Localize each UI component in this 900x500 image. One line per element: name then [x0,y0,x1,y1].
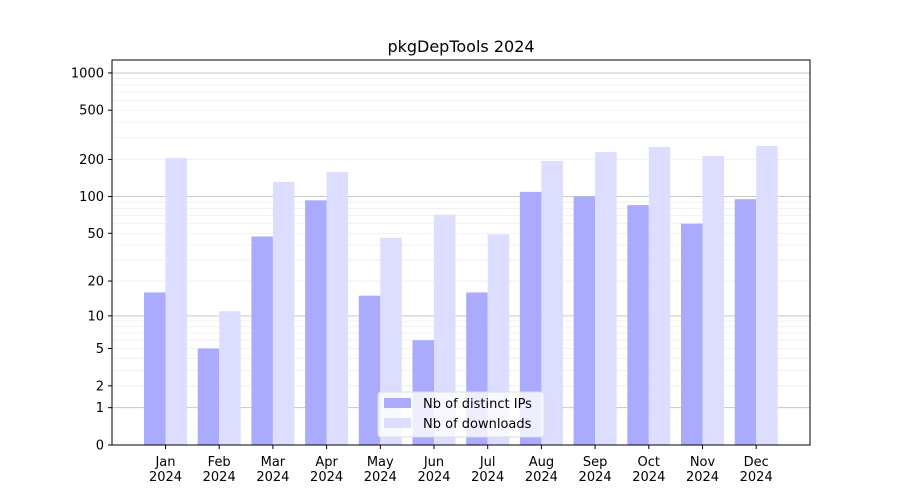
x-tick-label: Oct 2024 [632,455,665,485]
y-tick-label: 200 [79,153,104,168]
bar-downloads [648,147,671,445]
bar-downloads [165,158,187,446]
y-tick-label: 20 [87,275,104,290]
y-tick-label: 2 [96,379,104,394]
x-tick-label: Dec 2024 [740,455,773,485]
bar-distinct-ips [144,292,166,445]
x-tick-label: May 2024 [364,455,397,485]
bar-downloads [756,145,778,445]
bar-distinct-ips [251,236,273,445]
legend-label: Nb of downloads [423,417,532,432]
x-tick-label: Feb 2024 [203,455,236,485]
bar-distinct-ips [305,200,327,445]
legend: Nb of distinct IPs Nb of downloads [377,391,545,438]
x-tick-label: Jun 2024 [417,455,450,485]
plot-frame [111,59,811,446]
bar-downloads [541,161,563,445]
x-tick-label: Mar 2024 [256,455,289,485]
x-tick-label: Nov 2024 [686,455,719,485]
x-tick-label: Jul 2024 [471,455,504,485]
bar-downloads [434,214,456,445]
bar-distinct-ips [681,223,703,445]
y-tick-label: 500 [79,104,104,119]
bars [144,145,778,446]
bar-distinct-ips [734,199,757,445]
y-tick-label: 10 [87,309,104,324]
bar-distinct-ips [573,196,596,445]
x-tick-label: Jan 2024 [149,455,182,485]
y-tick-label: 50 [87,227,104,242]
x-tick-label: Aug 2024 [525,455,558,485]
y-axis: 0 1 2 5 10 20 50 100 200 500 1000 [71,66,112,454]
legend-label: Nb of distinct IPs [423,397,532,412]
y-tick-label: 1 [96,401,104,416]
bar-distinct-ips [519,191,542,445]
bar-distinct-ips [358,295,381,445]
chart-title: pkgDepTools 2024 [387,37,534,56]
x-tick-label: Sep 2024 [579,455,612,485]
legend-swatch [384,418,411,428]
legend-box [377,391,545,438]
y-tick-label: 1000 [71,66,104,81]
bar-downloads [702,156,724,445]
x-tick-label: Apr 2024 [310,455,343,485]
x-axis: Jan 2024 Feb 2024 Mar 2024 Apr 2024 May 2024 Jun 20… [149,445,773,485]
bar-downloads [326,172,349,445]
bar-downloads [272,182,295,445]
bar-distinct-ips [197,348,220,445]
bar-downloads [219,311,241,445]
y-tick-label: 100 [79,190,104,205]
legend-swatch [384,398,411,408]
y-tick-label: 5 [96,342,104,357]
y-tick-label: 0 [96,439,104,454]
bar-distinct-ips [627,205,649,445]
bar-downloads [595,151,617,445]
